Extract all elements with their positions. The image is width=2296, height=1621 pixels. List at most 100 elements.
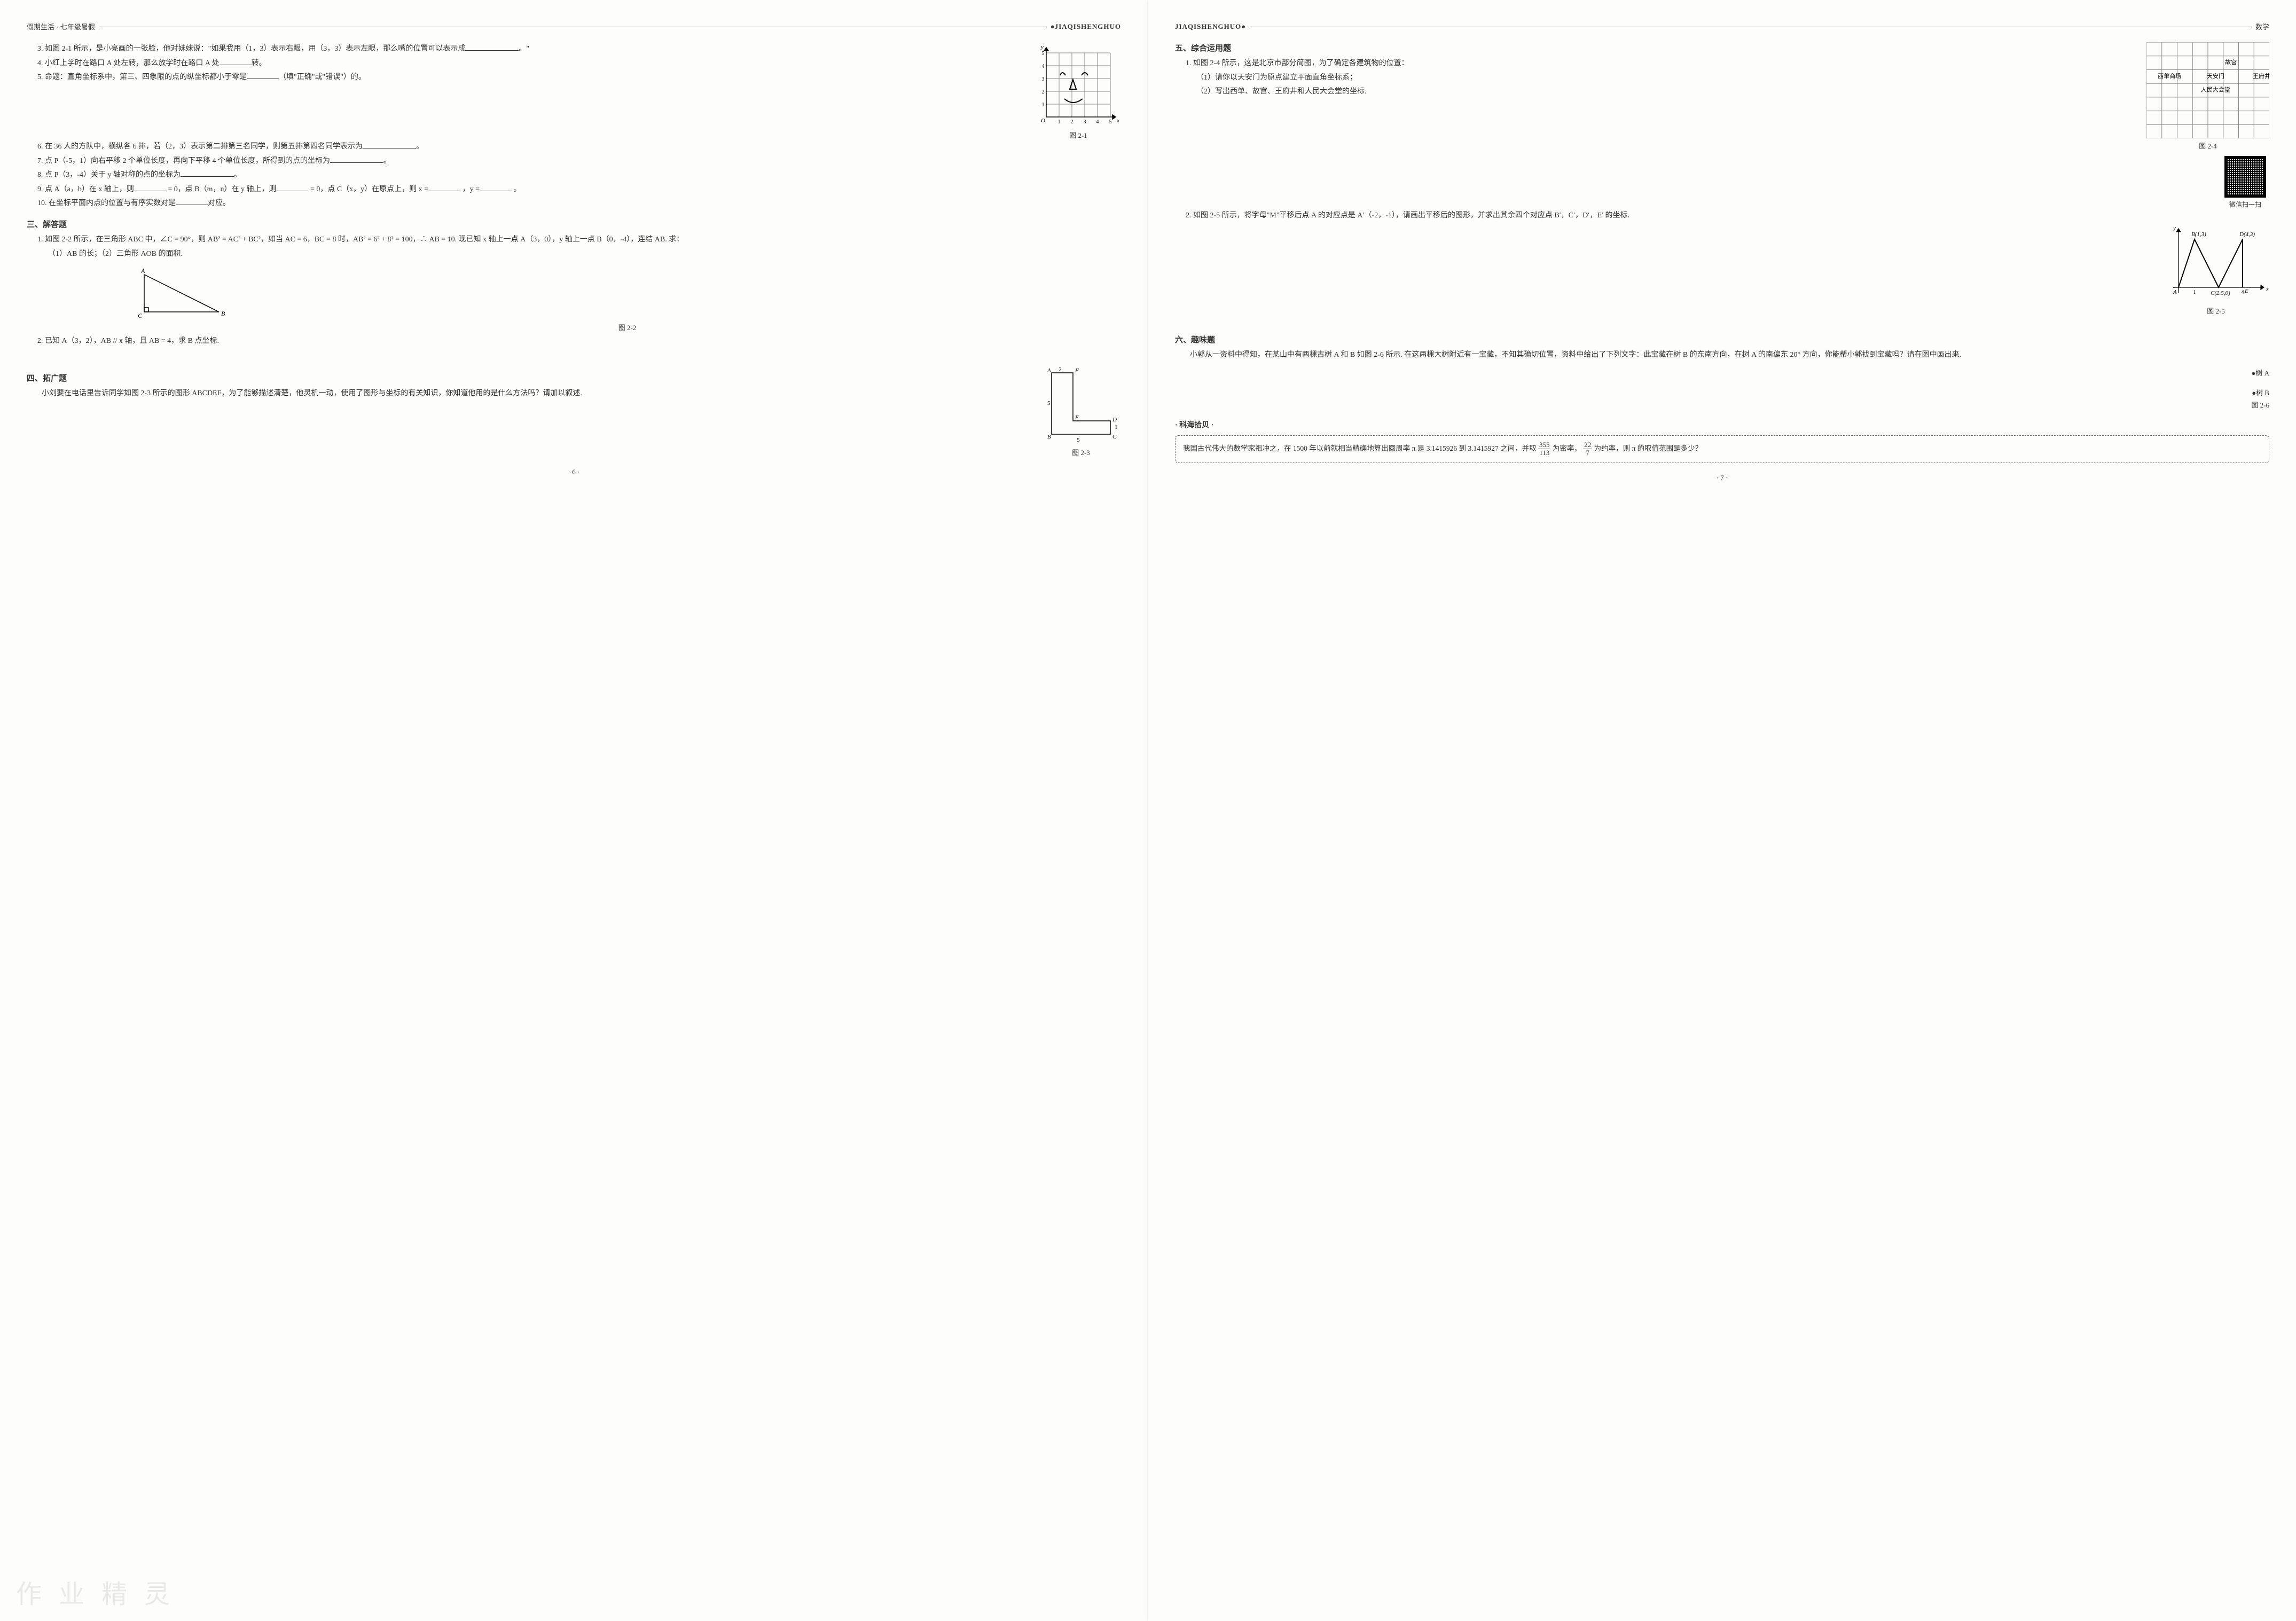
svg-text:4: 4 xyxy=(1042,64,1045,69)
svg-text:A: A xyxy=(140,267,145,275)
figure-2-1: O x y 123 45 123 45 图 2-1 xyxy=(1036,42,1121,140)
figure-2-2: A C B 图 2-2 xyxy=(134,267,1121,332)
fraction-355-113: 355113 xyxy=(1538,441,1551,457)
svg-text:王府井: 王府井 xyxy=(2253,72,2269,80)
svg-text:1: 1 xyxy=(1058,119,1061,125)
q4: 4. 小红上学时在路口 A 处左转，那么放学时在路口 A 处转。 xyxy=(37,57,1121,71)
header-rule xyxy=(1250,26,2251,27)
bullet: ● xyxy=(1051,22,1055,31)
fig24-svg: 故宫西单商场 天安门 王府井人民大会堂 xyxy=(2146,42,2269,138)
watermark: 作 业 精 灵 xyxy=(16,1573,175,1610)
svg-text:B: B xyxy=(1047,434,1051,440)
s5q1: 1. 如图 2-4 所示，这是北京市部分简图，为了确定各建筑物的位置： xyxy=(1186,57,2269,71)
s3q1: 1. 如图 2-2 所示，在三角形 ABC 中，∠C = 90°，则 AB² =… xyxy=(37,233,1121,247)
q6: 6. 在 36 人的方队中，横纵各 6 排，若（2，3）表示第二排第三名同学，则… xyxy=(37,140,1121,154)
fig24-caption: 图 2-4 xyxy=(2146,140,2269,151)
svg-text:5: 5 xyxy=(1109,119,1112,125)
fraction-22-7: 227 xyxy=(1583,441,1592,457)
blank xyxy=(220,57,252,65)
s3q1-sub: （1）AB 的长；（2）三角形 AOB 的面积. xyxy=(48,247,1121,262)
blank xyxy=(465,43,519,51)
q7: 7. 点 P（-5，1）向右平移 2 个单位长度，再向下平移 4 个单位长度，所… xyxy=(37,154,1121,169)
svg-text:3: 3 xyxy=(1042,76,1045,82)
tree-a: ●树 A xyxy=(1175,367,2269,378)
blank xyxy=(247,71,279,79)
svg-text:B: B xyxy=(221,310,225,317)
svg-text:5: 5 xyxy=(1047,400,1051,406)
q8: 8. 点 P（3，-4）关于 y 轴对称的点的坐标为。 xyxy=(37,168,1121,183)
fig21-svg: O x y 123 45 123 45 xyxy=(1036,42,1121,128)
svg-text:2: 2 xyxy=(1042,89,1045,95)
header-right: JIAQISHENGHUO ● 数学 xyxy=(1175,21,2269,32)
svg-text:O: O xyxy=(1041,118,1045,124)
q10: 10. 在坐标平面内点的位置与有序实数对是对应。 xyxy=(37,197,1121,211)
figure-2-4: 故宫西单商场 天安门 王府井人民大会堂 图 2-4 xyxy=(2146,42,2269,151)
figure-2-3: AF ED CB 2 5 5 1 图 2-3 xyxy=(1041,365,1121,457)
page-left: 假期生活 · 七年级暑假 ● JIAQISHENGHUO xyxy=(0,0,1148,1621)
s6-body: 小郭从一资料中得知，在某山中有两棵古树 A 和 B 如图 2-6 所示. 在这两… xyxy=(1175,348,2269,363)
svg-text:E: E xyxy=(1075,414,1079,421)
svg-text:E: E xyxy=(2244,288,2248,294)
header-pinyin-r: JIAQISHENGHUO xyxy=(1175,22,1241,31)
svg-text:1: 1 xyxy=(1042,102,1045,108)
section-6-title: 六、趣味题 xyxy=(1175,334,2269,345)
fig23-svg: AF ED CB 2 5 5 1 xyxy=(1041,365,1121,445)
svg-text:天安门: 天安门 xyxy=(2207,72,2224,80)
svg-text:D(4,3): D(4,3) xyxy=(2239,231,2255,238)
header-rule xyxy=(99,26,1046,27)
bullet: ● xyxy=(1241,22,1245,31)
blank xyxy=(363,140,416,148)
svg-text:y: y xyxy=(1040,44,1044,50)
svg-text:x: x xyxy=(2266,286,2269,292)
svg-text:B(1,3): B(1,3) xyxy=(2191,231,2206,238)
figure-2-5: A B(1,3) C(2.5,0) D(4,3) E x y 14 图 2-5 xyxy=(2162,223,2269,316)
page-number-left: · 6 · xyxy=(27,468,1121,476)
svg-text:故宫: 故宫 xyxy=(2225,58,2237,66)
header-left: 假期生活 · 七年级暑假 ● JIAQISHENGHUO xyxy=(27,21,1121,32)
blank xyxy=(181,169,234,177)
svg-text:C(2.5,0): C(2.5,0) xyxy=(2211,290,2230,296)
header-subject: 数学 xyxy=(2255,21,2269,32)
svg-text:5: 5 xyxy=(1077,437,1080,443)
callout-box: 我国古代伟大的数学家祖冲之，在 1500 年以前就相当精确地算出圆周率 π 是 … xyxy=(1175,435,2269,463)
svg-text:x: x xyxy=(1116,118,1119,124)
section-5-title: 五、综合运用题 xyxy=(1175,42,2269,53)
tree-b: ●树 B xyxy=(1175,387,2269,397)
svg-text:2: 2 xyxy=(1059,366,1062,373)
q9: 9. 点 A（a，b）在 x 轴上，则 = 0，点 B（m，n）在 y 轴上，则… xyxy=(37,183,1121,197)
series-title: 假期生活 · 七年级暑假 xyxy=(27,21,95,32)
fig21-caption: 图 2-1 xyxy=(1036,130,1121,140)
s4-body: 小刘要在电话里告诉同学如图 2-3 所示的图形 ABCDEF，为了能够描述清楚，… xyxy=(27,387,1121,401)
section-3-title: 三、解答题 xyxy=(27,218,1121,230)
svg-text:2: 2 xyxy=(1071,119,1073,125)
q5: 5. 命题：直角坐标系中，第三、四象限的点的纵坐标都小于零是（填"正确"或"错误… xyxy=(37,71,1121,85)
section-4-title: 四、拓广题 xyxy=(27,372,1121,383)
fig22-caption: 图 2-2 xyxy=(134,322,1121,332)
header-pinyin: JIAQISHENGHUO xyxy=(1055,22,1121,31)
q3: 3. 如图 2-1 所示，是小亮画的一张脸，他对妹妹说："如果我用（1，3）表示… xyxy=(37,42,1121,57)
s3q2: 2. 已知 A（3，2），AB // x 轴，且 AB = 4，求 B 点坐标. xyxy=(37,334,1121,349)
blank xyxy=(330,155,383,163)
page-number-right: · 7 · xyxy=(1175,474,2269,482)
svg-text:y: y xyxy=(2173,225,2176,231)
callout-title: · 科海拾贝 · xyxy=(1175,419,2269,430)
svg-text:人民大会堂: 人民大会堂 xyxy=(2201,86,2230,93)
s5q2: 2. 如图 2-5 所示，将字母"M"平移后点 A 的对应点是 A′（-2，-1… xyxy=(1186,209,2269,223)
fig25-svg: A B(1,3) C(2.5,0) D(4,3) E x y 1 4 xyxy=(2162,223,2269,303)
svg-text:5: 5 xyxy=(1042,51,1045,57)
qr-code-icon xyxy=(2224,156,2266,198)
svg-text:西单商场: 西单商场 xyxy=(2158,72,2181,80)
svg-text:C: C xyxy=(1112,434,1117,440)
svg-text:A: A xyxy=(2173,289,2177,295)
svg-text:A: A xyxy=(1047,367,1051,374)
blank xyxy=(176,197,208,205)
svg-text:4: 4 xyxy=(2242,289,2244,295)
fig26-caption: 图 2-6 xyxy=(1175,400,2269,410)
svg-text:1: 1 xyxy=(2193,289,2196,295)
qr-label: 微信扫一扫 xyxy=(2221,200,2269,209)
svg-text:3: 3 xyxy=(1084,119,1086,125)
svg-text:D: D xyxy=(1112,417,1117,423)
svg-text:F: F xyxy=(1075,367,1079,374)
qr-block: 微信扫一扫 xyxy=(2221,156,2269,209)
fig23-caption: 图 2-3 xyxy=(1041,447,1121,457)
